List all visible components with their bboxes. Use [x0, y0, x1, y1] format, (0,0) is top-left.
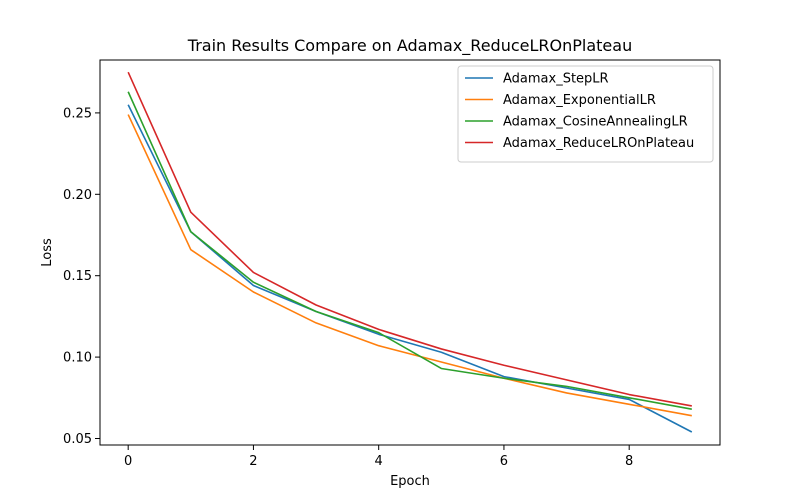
y-tick-label: 0.20	[63, 188, 92, 203]
y-tick-label: 0.25	[63, 106, 92, 121]
x-tick-label: 2	[249, 454, 257, 469]
legend-label: Adamax_StepLR	[503, 72, 609, 87]
y-tick-label: 0.10	[63, 351, 92, 366]
x-tick-label: 4	[375, 454, 383, 469]
x-axis: 0 2 4 6 8	[124, 445, 633, 469]
series-line-adamax-steplr	[127, 104, 693, 433]
chart-title: Train Results Compare on Adamax_ReduceLR…	[187, 36, 632, 56]
x-axis-label: Epoch	[390, 474, 430, 489]
x-tick-label: 8	[625, 454, 633, 469]
series-line-adamax-reducelronplateau	[127, 71, 692, 407]
legend-box	[457, 65, 714, 163]
x-tick-label: 6	[500, 454, 508, 469]
series-line-adamax-cosineannealinglr	[127, 91, 692, 410]
y-tick-label: 0.05	[63, 432, 92, 447]
series-lines	[127, 71, 693, 433]
legend-label: Adamax_CosineAnnealingLR	[503, 115, 688, 130]
legend-label: Adamax_ReduceLROnPlateau	[503, 136, 694, 151]
plot-frame	[99, 59, 721, 446]
series-line-adamax-exponentiallr	[127, 114, 692, 417]
y-tick-label: 0.15	[63, 269, 92, 284]
x-tick-label: 0	[124, 454, 132, 469]
legend-label: Adamax_ExponentialLR	[503, 93, 656, 108]
legend: Adamax_StepLR Adamax_ExponentialLR Adamax_…	[457, 65, 714, 163]
y-axis-label: Loss	[40, 238, 55, 267]
y-axis: 0.05 0.10 0.15 0.20 0.25	[63, 106, 100, 447]
